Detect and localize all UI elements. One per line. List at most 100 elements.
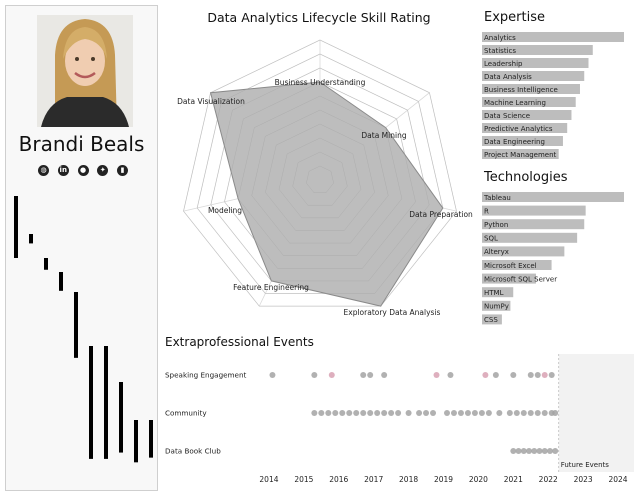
- radar-axis-label: Exploratory Data Analysis: [344, 308, 441, 317]
- event-point: [513, 410, 520, 416]
- avatar: [37, 15, 133, 127]
- bar-label: Alteryx: [484, 248, 509, 256]
- bar: [482, 314, 502, 325]
- bar-label: Data Analysis: [484, 73, 532, 81]
- event-point: [541, 448, 548, 454]
- github-icon[interactable]: ●: [77, 165, 89, 176]
- bar: [482, 97, 576, 107]
- bar-label: Leadership: [484, 60, 523, 68]
- radar-ring-overlay: [251, 109, 389, 244]
- bar: [482, 232, 578, 243]
- event-point: [416, 410, 423, 416]
- event-point: [395, 410, 402, 416]
- bar: [482, 219, 585, 230]
- event-point: [471, 410, 478, 416]
- radar-axis-label: Data Preparation: [409, 210, 473, 219]
- event-point: [346, 410, 353, 416]
- event-point: [552, 410, 559, 416]
- event-point: [492, 372, 499, 378]
- bar: [482, 32, 624, 42]
- event-point: [450, 410, 457, 416]
- technologies-chart: Tableau R Python SQL Alteryx Microsoft Excel M…: [482, 192, 624, 325]
- spark-bar: [29, 234, 33, 244]
- event-point: [552, 448, 559, 454]
- radar-ring-overlay: [210, 67, 430, 282]
- event-category-label: Data Book Club: [165, 447, 221, 456]
- technologies-title: Technologies: [484, 170, 568, 185]
- radar-ring-overlay: [224, 81, 416, 269]
- event-point: [311, 372, 318, 378]
- x-tick-label: 2014: [259, 475, 278, 484]
- bar: [482, 273, 536, 284]
- event-point: [485, 410, 492, 416]
- bar: [482, 246, 565, 257]
- bar-label: R: [484, 207, 489, 215]
- tableau-icon[interactable]: ▮: [117, 165, 128, 176]
- event-point: [443, 410, 450, 416]
- event-point: [510, 448, 517, 454]
- event-point: [548, 372, 555, 378]
- event-point: [405, 410, 412, 416]
- event-point: [496, 410, 503, 416]
- radar-axis-label: Data Mining: [361, 131, 406, 140]
- radar-axis-label: Business Understanding: [275, 78, 366, 87]
- bar-label: HTML: [484, 289, 504, 297]
- x-tick-label: 2016: [329, 475, 348, 484]
- event-point: [541, 372, 548, 378]
- x-tick-label: 2020: [469, 475, 488, 484]
- bar: [482, 149, 559, 159]
- event-point: [464, 410, 471, 416]
- event-point: [457, 410, 464, 416]
- bar-label: Data Science: [484, 112, 530, 120]
- spark-bar: [89, 346, 93, 459]
- event-point: [311, 410, 318, 416]
- event-point: [433, 372, 440, 378]
- radar-ring-overlay: [306, 165, 334, 193]
- event-point: [374, 410, 381, 416]
- spark-bar: [119, 382, 123, 453]
- event-point: [546, 448, 553, 454]
- bar: [482, 45, 593, 55]
- event-point: [510, 372, 517, 378]
- social-links: ◍ in ● ✦ ▮: [38, 165, 128, 179]
- event-point: [325, 410, 332, 416]
- event-point: [520, 410, 527, 416]
- events-title: Extraprofessional Events: [165, 335, 314, 349]
- bar: [482, 84, 580, 94]
- event-category-label: Speaking Engagement: [165, 371, 247, 380]
- event-point: [482, 372, 489, 378]
- globe-icon[interactable]: ◍: [38, 165, 49, 176]
- radar-ring-overlay: [196, 53, 444, 294]
- bar-label: Predictive Analytics: [484, 125, 553, 133]
- event-point: [534, 372, 541, 378]
- bar-label: Data Engineering: [484, 138, 545, 146]
- bar: [482, 136, 563, 146]
- x-tick-label: 2018: [399, 475, 418, 484]
- x-tick-label: 2022: [539, 475, 558, 484]
- event-point: [339, 410, 346, 416]
- bar: [482, 123, 568, 133]
- future-label: Future Events: [561, 461, 610, 469]
- twitter-icon[interactable]: ✦: [97, 165, 109, 176]
- bar: [482, 287, 514, 298]
- future-region: [558, 354, 634, 472]
- bar-label: Analytics: [484, 34, 516, 42]
- event-point: [423, 410, 430, 416]
- bar: [482, 260, 552, 270]
- event-point: [506, 410, 513, 416]
- event-point: [515, 448, 522, 454]
- bar-label: Microsoft Excel: [484, 262, 537, 270]
- spark-bar: [59, 272, 63, 291]
- x-tick-label: 2023: [574, 475, 593, 484]
- event-point: [527, 410, 534, 416]
- linkedin-icon[interactable]: in: [57, 165, 69, 176]
- bar-label: Microsoft SQL Server: [484, 275, 557, 283]
- bar-label: NumPy: [484, 303, 509, 311]
- radar-axis-label: Modeling: [208, 206, 242, 215]
- event-point: [381, 410, 388, 416]
- expertise-title: Expertise: [484, 10, 545, 25]
- x-tick-label: 2021: [504, 475, 523, 484]
- bar: [482, 205, 586, 216]
- event-point: [318, 410, 325, 416]
- bar-label: CSS: [484, 316, 498, 324]
